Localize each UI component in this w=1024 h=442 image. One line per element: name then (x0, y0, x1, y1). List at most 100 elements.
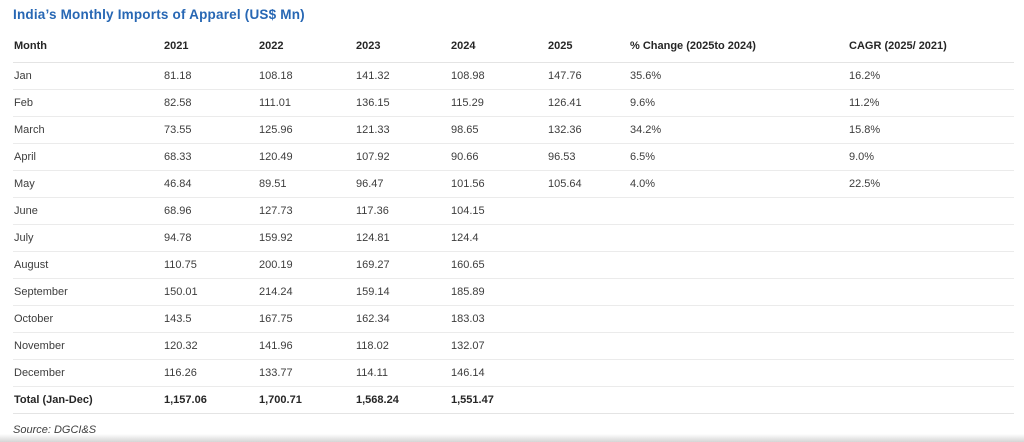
value-cell: 15.8% (848, 116, 1014, 144)
value-cell (547, 224, 629, 252)
value-cell: 114.11 (355, 359, 450, 387)
month-cell: September (13, 278, 163, 306)
column-header-7: CAGR (2025/ 2021) (848, 33, 1014, 63)
value-cell (547, 305, 629, 333)
month-cell: June (13, 197, 163, 225)
month-cell: May (13, 170, 163, 198)
month-cell: July (13, 224, 163, 252)
value-cell: 111.01 (258, 89, 355, 117)
value-cell: 4.0% (629, 170, 848, 198)
month-cell: August (13, 251, 163, 279)
value-cell (629, 278, 848, 306)
table-row: Jan 81.18 108.18 141.32 108.98 147.76 35.6% 16.… (13, 62, 1014, 90)
table-row: October 143.5 167.75 162.34 183.03 (13, 305, 1014, 333)
source-note: Source: DGCI&S (13, 424, 97, 436)
value-cell: 11.2% (848, 89, 1014, 117)
value-cell (629, 224, 848, 252)
month-cell: April (13, 143, 163, 171)
value-cell (848, 386, 1014, 414)
value-cell: 22.5% (848, 170, 1014, 198)
value-cell: 147.76 (547, 62, 629, 90)
column-header-4: 2024 (450, 33, 547, 63)
value-cell: 146.14 (450, 359, 547, 387)
table-row: August 110.75 200.19 169.27 160.65 (13, 251, 1014, 279)
value-cell (547, 386, 629, 414)
table-row: July 94.78 159.92 124.81 124.4 (13, 224, 1014, 252)
value-cell: 101.56 (450, 170, 547, 198)
value-cell: 200.19 (258, 251, 355, 279)
value-cell: 169.27 (355, 251, 450, 279)
value-cell: 160.65 (450, 251, 547, 279)
month-cell: October (13, 305, 163, 333)
value-cell: 108.98 (450, 62, 547, 90)
value-cell (547, 197, 629, 225)
value-cell: 68.33 (163, 143, 258, 171)
value-cell: 96.53 (547, 143, 629, 171)
value-cell: 6.5% (629, 143, 848, 171)
value-cell: 94.78 (163, 224, 258, 252)
value-cell: 136.15 (355, 89, 450, 117)
value-cell: 143.5 (163, 305, 258, 333)
value-cell: 120.49 (258, 143, 355, 171)
value-cell: 150.01 (163, 278, 258, 306)
value-cell: 117.36 (355, 197, 450, 225)
table-row: September 150.01 214.24 159.14 185.89 (13, 278, 1014, 306)
value-cell: 34.2% (629, 116, 848, 144)
value-cell: 126.41 (547, 89, 629, 117)
column-header-0: Month (13, 33, 163, 63)
value-cell: 16.2% (848, 62, 1014, 90)
value-cell: 68.96 (163, 197, 258, 225)
value-cell: 96.47 (355, 170, 450, 198)
value-cell: 141.96 (258, 332, 355, 360)
value-cell: 162.34 (355, 305, 450, 333)
column-header-3: 2023 (355, 33, 450, 63)
value-cell (629, 386, 848, 414)
value-cell: 214.24 (258, 278, 355, 306)
value-cell: 159.92 (258, 224, 355, 252)
month-cell: November (13, 332, 163, 360)
value-cell (629, 332, 848, 360)
month-cell: Feb (13, 89, 163, 117)
value-cell: 116.26 (163, 359, 258, 387)
value-cell: 133.77 (258, 359, 355, 387)
value-cell: 124.81 (355, 224, 450, 252)
value-cell: 132.36 (547, 116, 629, 144)
value-cell (848, 278, 1014, 306)
value-cell: 1,551.47 (450, 386, 547, 414)
table-row: May 46.84 89.51 96.47 101.56 105.64 4.0% 22.5% (13, 170, 1014, 198)
value-cell: 1,568.24 (355, 386, 450, 414)
value-cell (848, 332, 1014, 360)
value-cell: 124.4 (450, 224, 547, 252)
table-row: April 68.33 120.49 107.92 90.66 96.53 6.5% 9.0% (13, 143, 1014, 171)
table-row: Feb 82.58 111.01 136.15 115.29 126.41 9.6% 11.2… (13, 89, 1014, 117)
value-cell: 81.18 (163, 62, 258, 90)
value-cell (547, 251, 629, 279)
page-title: India’s Monthly Imports of Apparel (US$ … (13, 7, 305, 22)
value-cell: 120.32 (163, 332, 258, 360)
value-cell: 167.75 (258, 305, 355, 333)
value-cell: 35.6% (629, 62, 848, 90)
value-cell (547, 332, 629, 360)
value-cell: 46.84 (163, 170, 258, 198)
month-cell: Jan (13, 62, 163, 90)
value-cell (629, 305, 848, 333)
value-cell: 104.15 (450, 197, 547, 225)
value-cell: 183.03 (450, 305, 547, 333)
value-cell: 9.0% (848, 143, 1014, 171)
value-cell (629, 359, 848, 387)
table-total-row: Total (Jan-Dec) 1,157.06 1,700.71 1,568.24 1… (13, 386, 1014, 414)
value-cell (848, 197, 1014, 225)
value-cell: 107.92 (355, 143, 450, 171)
table-header-row: Month 2021 2022 2023 2024 2025% Change (2025t… (13, 33, 1014, 63)
table-row: November 120.32 141.96 118.02 132.07 (13, 332, 1014, 360)
month-cell: Total (Jan-Dec) (13, 386, 163, 414)
value-cell (629, 251, 848, 279)
value-cell: 73.55 (163, 116, 258, 144)
value-cell: 115.29 (450, 89, 547, 117)
table-row: June 68.96 127.73 117.36 104.15 (13, 197, 1014, 225)
value-cell (547, 359, 629, 387)
value-cell (629, 197, 848, 225)
value-cell: 125.96 (258, 116, 355, 144)
value-cell (848, 359, 1014, 387)
value-cell (848, 305, 1014, 333)
